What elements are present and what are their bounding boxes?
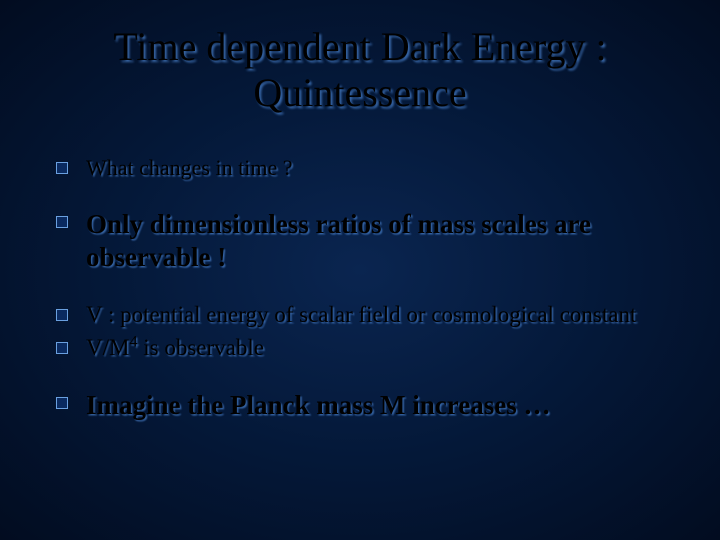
bullet-item: V : potential energy of scalar field or … (56, 301, 672, 330)
bullet-text: Only dimensionless ratios of mass scales… (86, 208, 672, 276)
bullet-item: V/M4 is observable (56, 334, 672, 363)
slide-title: Time dependent Dark Energy : Quintessenc… (48, 24, 672, 116)
superscript: 4 (129, 333, 137, 350)
bullet-text: Imagine the Planck mass M increases … (86, 389, 672, 423)
bullet-text: V : potential energy of scalar field or … (86, 301, 672, 330)
bullet-square-icon (56, 309, 68, 321)
bullet-square-icon (56, 342, 68, 354)
bullet-square-icon (56, 397, 68, 409)
slide: Time dependent Dark Energy : Quintessenc… (0, 0, 720, 540)
bullet-list: What changes in time ? Only dimensionless… (48, 154, 672, 422)
bullet-text: What changes in time ? (86, 154, 672, 182)
bullet-square-icon (56, 216, 68, 228)
bullet-text: V/M4 is observable (86, 334, 672, 363)
bullet-item: What changes in time ? (56, 154, 672, 182)
bullet-square-icon (56, 162, 68, 174)
bullet-item: Only dimensionless ratios of mass scales… (56, 208, 672, 276)
bullet-item: Imagine the Planck mass M increases … (56, 389, 672, 423)
